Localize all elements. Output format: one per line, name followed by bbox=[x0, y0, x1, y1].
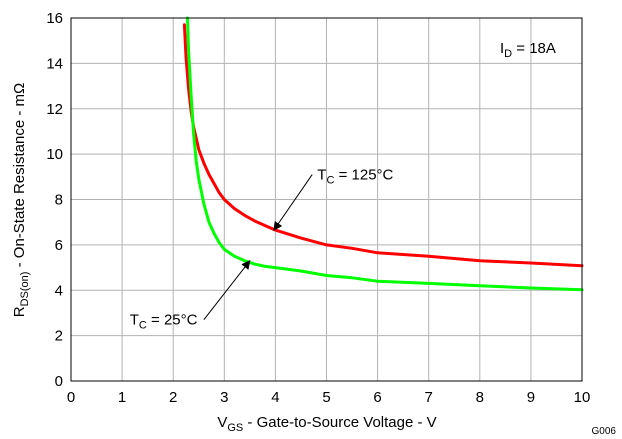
x-tick-label: 4 bbox=[271, 389, 279, 406]
x-tick-label: 10 bbox=[574, 389, 591, 406]
annotation-arrow bbox=[203, 260, 251, 321]
x-tick-label: 8 bbox=[476, 389, 484, 406]
figure-id: G006 bbox=[592, 426, 617, 437]
grid bbox=[71, 18, 582, 381]
y-tick-label: 2 bbox=[55, 328, 63, 345]
y-axis-label: RDS(on) - On-State Resistance - mΩ bbox=[11, 83, 31, 317]
series-line-1 bbox=[186, 16, 584, 292]
condition-label: ID = 18A bbox=[500, 40, 556, 60]
y-tick-label: 0 bbox=[55, 373, 63, 390]
y-tick-label: 4 bbox=[55, 282, 63, 299]
annotations bbox=[203, 174, 313, 321]
x-tick-label: 0 bbox=[67, 389, 75, 406]
x-tick-label: 9 bbox=[527, 389, 535, 406]
x-axis-label: VGS - Gate-to-Source Voltage - V bbox=[217, 414, 436, 434]
x-tick-label: 3 bbox=[220, 389, 228, 406]
y-tick-label: 12 bbox=[46, 101, 63, 118]
series-label-125c: TC = 125°C bbox=[317, 167, 393, 187]
y-tick-label: 8 bbox=[55, 192, 63, 209]
y-tick-label: 16 bbox=[46, 10, 63, 27]
series-line-0 bbox=[182, 23, 584, 268]
series-label-25c: TC = 25°C bbox=[130, 312, 198, 332]
series-layer bbox=[182, 16, 584, 292]
x-tick-label: 5 bbox=[322, 389, 330, 406]
y-tick-label: 10 bbox=[46, 146, 63, 163]
y-tick-label: 6 bbox=[55, 237, 63, 254]
plot-frame bbox=[70, 17, 583, 382]
y-tick-label: 14 bbox=[46, 55, 63, 72]
x-tick-label: 1 bbox=[118, 389, 126, 406]
x-tick-label: 7 bbox=[425, 389, 433, 406]
x-tick-label: 6 bbox=[373, 389, 381, 406]
annotation-arrow bbox=[273, 174, 313, 231]
x-tick-label: 2 bbox=[169, 389, 177, 406]
